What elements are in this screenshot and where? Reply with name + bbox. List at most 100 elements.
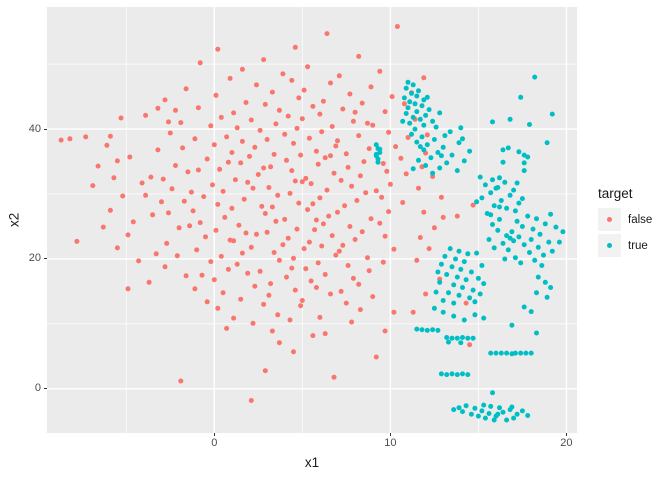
data-point — [153, 251, 159, 257]
data-point — [410, 166, 416, 172]
data-point — [333, 143, 339, 149]
data-point — [259, 203, 265, 209]
data-point — [391, 309, 397, 315]
data-point — [468, 269, 474, 275]
data-point — [412, 126, 418, 132]
data-point — [424, 327, 430, 333]
data-point — [296, 200, 302, 206]
data-point — [465, 251, 471, 257]
y-tick-label: 0 — [34, 382, 41, 395]
data-point — [460, 409, 465, 415]
data-point — [475, 413, 481, 419]
data-point — [308, 278, 314, 284]
data-point — [195, 105, 201, 111]
data-point — [266, 292, 272, 298]
data-point — [356, 281, 362, 287]
data-point — [546, 239, 552, 245]
data-point — [255, 172, 261, 177]
data-point — [343, 151, 349, 157]
data-point — [382, 328, 388, 334]
data-point — [368, 216, 374, 222]
data-point — [504, 350, 510, 356]
data-point — [243, 100, 249, 105]
data-point — [423, 112, 429, 118]
data-point — [222, 214, 228, 220]
data-point — [229, 205, 235, 211]
data-point — [470, 202, 476, 208]
data-point — [498, 198, 504, 203]
data-point — [435, 150, 441, 155]
data-point — [220, 188, 226, 194]
data-point — [340, 106, 346, 112]
data-point — [403, 111, 409, 116]
data-point — [472, 312, 478, 318]
data-point — [431, 225, 437, 231]
data-point — [405, 105, 411, 111]
data-point — [262, 211, 268, 216]
data-point — [320, 98, 326, 104]
data-point — [305, 207, 311, 213]
data-point — [373, 142, 379, 148]
data-point — [167, 130, 173, 136]
data-point — [248, 117, 254, 123]
data-point — [373, 151, 379, 157]
data-point — [548, 211, 554, 217]
data-point — [410, 309, 416, 315]
data-point — [389, 94, 395, 100]
data-point — [229, 150, 235, 155]
data-point — [301, 87, 307, 93]
legend-item-true: true — [598, 234, 652, 257]
data-point — [349, 183, 355, 189]
data-point — [192, 286, 198, 292]
data-point — [442, 253, 448, 259]
data-point — [544, 140, 550, 146]
data-point — [241, 196, 247, 202]
data-point — [549, 248, 555, 254]
data-point — [444, 160, 450, 166]
data-point — [294, 125, 300, 131]
data-point — [401, 95, 407, 101]
data-point — [245, 270, 251, 276]
data-point — [315, 161, 321, 167]
data-point — [407, 99, 413, 105]
data-point — [234, 125, 240, 131]
x-tick-mark — [389, 433, 391, 436]
data-point — [423, 163, 429, 168]
data-point — [90, 183, 96, 189]
data-point — [370, 294, 376, 300]
data-point — [509, 351, 515, 357]
data-point — [261, 57, 267, 63]
data-point — [215, 305, 221, 311]
data-point — [203, 234, 208, 240]
data-point — [497, 204, 502, 210]
data-point — [514, 180, 520, 186]
data-point — [488, 403, 494, 409]
y-tick-mark — [44, 258, 47, 260]
data-point — [287, 190, 293, 196]
y-tick-label: 20 — [28, 252, 41, 265]
data-point — [539, 263, 545, 268]
data-point — [317, 111, 323, 117]
data-point — [463, 277, 469, 283]
data-point — [527, 122, 532, 127]
data-point — [497, 175, 502, 181]
data-point — [414, 93, 420, 99]
data-point — [440, 309, 446, 315]
data-point — [266, 185, 272, 190]
data-point — [262, 101, 268, 107]
data-point — [208, 123, 214, 129]
data-point — [324, 31, 330, 37]
data-point — [58, 137, 64, 143]
data-point — [280, 71, 286, 77]
data-point — [340, 242, 346, 248]
data-point — [306, 135, 312, 141]
data-point — [403, 85, 409, 91]
data-point — [252, 144, 258, 150]
data-point — [449, 371, 455, 377]
data-point — [477, 291, 483, 297]
data-point — [477, 174, 483, 180]
data-point — [254, 231, 259, 237]
data-point — [183, 273, 189, 279]
data-point — [460, 136, 465, 142]
data-point — [488, 350, 494, 356]
